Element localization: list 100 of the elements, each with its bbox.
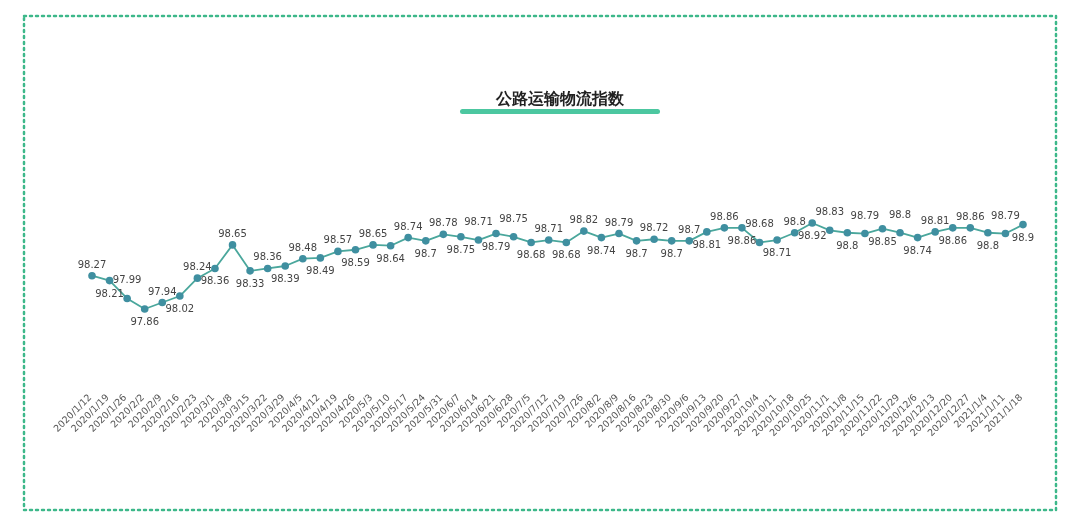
point <box>720 224 729 232</box>
point <box>597 233 606 242</box>
data-label: 98.79 <box>604 216 634 228</box>
point <box>281 262 290 270</box>
point <box>421 237 430 245</box>
point <box>685 237 694 245</box>
data-label: 98.24 <box>183 261 212 273</box>
data-label: 98.7 <box>660 247 683 259</box>
data-label: 98.68 <box>516 249 546 261</box>
data-label: 98.79 <box>850 209 880 221</box>
point <box>474 236 483 244</box>
data-label: 98.39 <box>270 273 300 284</box>
data-label: 98.75 <box>446 243 476 255</box>
data-label: 98.59 <box>341 256 370 268</box>
data-label: 98.65 <box>358 227 388 239</box>
point <box>105 276 114 285</box>
point <box>527 238 535 247</box>
data-label: 98.48 <box>288 241 318 253</box>
point <box>404 233 412 242</box>
data-label: 98.64 <box>376 252 405 264</box>
data-label: 98.65 <box>218 227 247 239</box>
point <box>140 305 149 313</box>
point <box>896 228 904 237</box>
point <box>544 236 553 244</box>
point <box>158 298 167 307</box>
data-label: 98.86 <box>727 234 757 246</box>
data-label: 98.36 <box>200 275 230 287</box>
data-label: 98.75 <box>499 212 528 224</box>
data-label: 98.7 <box>678 223 701 235</box>
point <box>351 245 360 254</box>
point <box>509 232 518 241</box>
point <box>298 254 307 263</box>
data-label: 98.86 <box>955 210 985 222</box>
point <box>703 228 711 236</box>
point <box>948 224 957 232</box>
data-label: 98.21 <box>95 287 124 299</box>
data-label: 98.79 <box>991 209 1020 221</box>
data-label: 98.7 <box>625 247 648 259</box>
point <box>88 271 96 280</box>
data-label: 98.9 <box>1011 231 1035 243</box>
point <box>228 241 237 249</box>
point <box>263 264 272 273</box>
point <box>176 292 184 300</box>
data-label: 98.49 <box>306 264 335 276</box>
data-label: 98.57 <box>323 234 353 246</box>
point <box>562 238 571 247</box>
point <box>773 236 781 244</box>
point <box>843 228 852 237</box>
data-label: 98.36 <box>253 251 282 263</box>
data-label: 98.74 <box>903 244 932 256</box>
point <box>738 224 746 232</box>
point <box>1001 229 1010 238</box>
data-label: 98.71 <box>762 247 792 259</box>
point <box>984 228 992 237</box>
data-label: 98.68 <box>551 249 581 261</box>
point <box>931 228 939 236</box>
point <box>457 232 465 241</box>
data-label: 97.94 <box>147 285 177 297</box>
point <box>193 274 202 282</box>
data-label: 98.92 <box>797 230 827 241</box>
data-label: 97.99 <box>112 274 142 286</box>
point <box>246 267 254 275</box>
data-label: 98.78 <box>429 217 458 229</box>
data-label: 98.8 <box>976 239 999 251</box>
point <box>211 264 219 273</box>
data-label: 98.8 <box>783 215 806 227</box>
data-label: 98.68 <box>745 218 774 230</box>
point <box>825 226 834 235</box>
data-label: 98.74 <box>587 244 616 256</box>
data-label: 97.86 <box>130 316 160 327</box>
point <box>1019 220 1027 229</box>
point <box>632 237 641 245</box>
data-label: 98.71 <box>464 216 493 228</box>
data-label: 98.7 <box>414 247 437 259</box>
data-label: 98.02 <box>165 303 195 315</box>
point <box>334 247 342 256</box>
data-label: 98.27 <box>77 258 107 270</box>
point <box>492 229 500 238</box>
chart-title: 公路运输物流指数 <box>495 89 625 108</box>
point <box>615 229 623 238</box>
data-label: 98.81 <box>920 214 950 226</box>
point <box>755 238 764 247</box>
point <box>878 224 887 233</box>
point <box>966 224 975 232</box>
point <box>667 237 676 245</box>
data-label: 98.79 <box>481 240 511 252</box>
data-label: 98.33 <box>235 277 265 289</box>
point <box>861 229 869 238</box>
data-label: 98.72 <box>639 222 669 234</box>
data-label: 98.8 <box>836 239 859 251</box>
data-label: 98.83 <box>815 206 845 218</box>
data-label: 98.82 <box>569 214 599 226</box>
point <box>369 241 377 249</box>
point <box>580 227 588 235</box>
point <box>808 219 817 227</box>
point <box>439 230 448 239</box>
data-label: 98.71 <box>534 223 564 235</box>
data-label: 98.86 <box>710 210 739 222</box>
data-label: 98.74 <box>393 220 423 232</box>
point <box>386 241 395 250</box>
